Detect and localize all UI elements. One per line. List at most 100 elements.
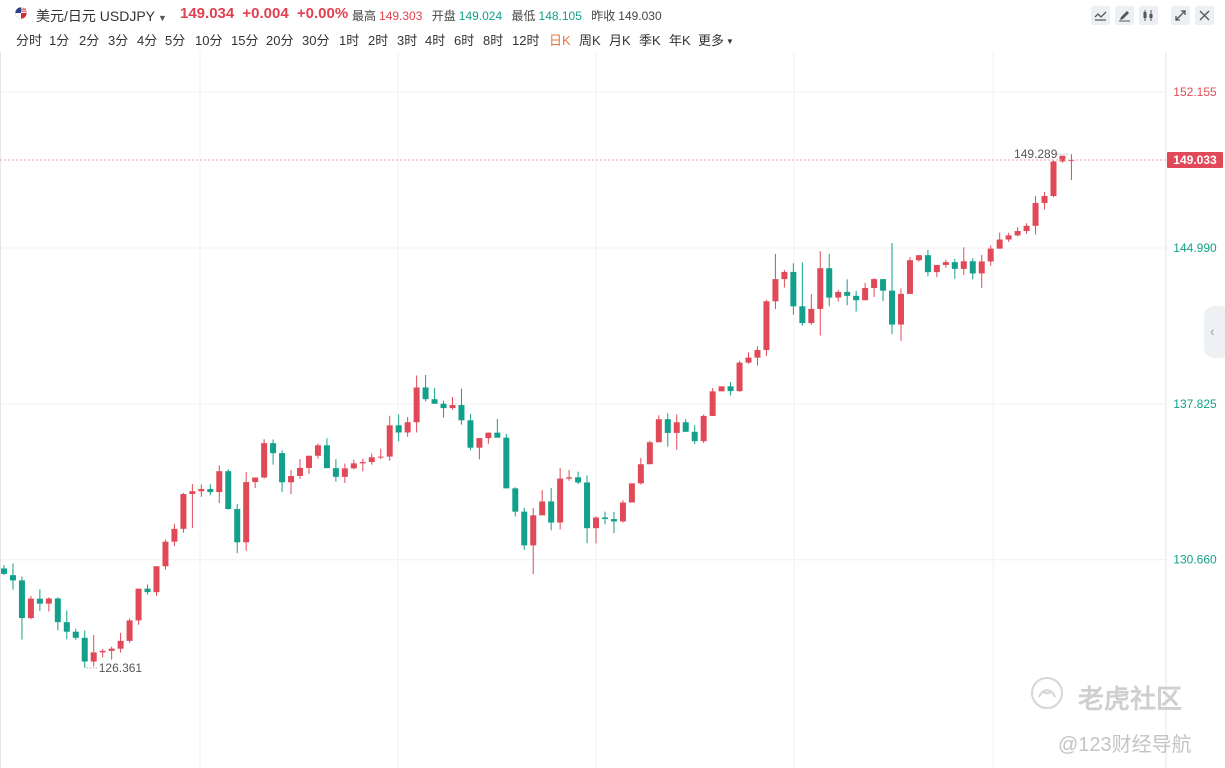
candle-body xyxy=(799,306,806,324)
candle-body xyxy=(386,425,393,457)
candle-body xyxy=(144,588,151,593)
tab-timeframe-4[interactable]: 4分 xyxy=(137,30,157,49)
low-label: 最低 xyxy=(511,9,536,23)
tab-timeframe-20[interactable]: 季K xyxy=(639,30,661,49)
tab-timeframe-2[interactable]: 2分 xyxy=(79,30,99,49)
candle-body xyxy=(817,268,824,309)
tab-timeframe-15[interactable]: 8时 xyxy=(483,30,503,49)
candle-body xyxy=(117,640,124,649)
candle-body xyxy=(431,399,438,404)
indicator-button[interactable] xyxy=(1091,6,1110,25)
candle-body xyxy=(790,271,797,307)
candle-body xyxy=(458,405,465,421)
quote-header: 美元/日元 USDJPY ▼ 149.034 +0.004 +0.00% 最高 14… xyxy=(0,0,1225,28)
candle-body xyxy=(987,248,994,262)
candle-body xyxy=(270,443,277,454)
symbol-selector[interactable]: 美元/日元 USDJPY ▼ xyxy=(36,6,167,26)
tab-timeframe-9[interactable]: 30分 xyxy=(302,30,329,49)
low-value: 148.105 xyxy=(538,9,582,23)
draw-button[interactable] xyxy=(1115,6,1134,25)
candle-body xyxy=(646,442,653,465)
candle-body xyxy=(180,494,187,529)
candlestick-chart[interactable]: 152.155 144.990 137.825 130.660 149.033 149.2… xyxy=(0,52,1225,768)
candle-body xyxy=(835,291,842,298)
tab-timeframe-8[interactable]: 20分 xyxy=(266,30,293,49)
candle-body xyxy=(99,650,106,653)
tab-label: 15分 xyxy=(231,33,259,48)
tab-label: 30分 xyxy=(302,33,330,48)
tab-label: 日K xyxy=(549,33,571,48)
tab-timeframe-5[interactable]: 5分 xyxy=(165,30,185,49)
tab-timeframe-14[interactable]: 6时 xyxy=(454,30,474,49)
tab-timeframe-7[interactable]: 15分 xyxy=(231,30,258,49)
last-price: 149.034 xyxy=(180,5,235,22)
us-japan-flag-icon xyxy=(15,7,27,19)
candle-body xyxy=(162,541,169,567)
fullscreen-button[interactable] xyxy=(1171,6,1190,25)
tab-timeframe-6[interactable]: 10分 xyxy=(195,30,222,49)
candle-type-icon xyxy=(1143,10,1153,21)
tab-label: 2分 xyxy=(79,33,100,48)
tab-label: 20分 xyxy=(266,33,294,48)
tab-timeframe-11[interactable]: 2时 xyxy=(368,30,388,49)
tab-timeframe-3[interactable]: 3分 xyxy=(108,30,128,49)
tab-timeframe-0[interactable]: 分时 xyxy=(16,30,42,49)
tab-timeframe-21[interactable]: 年K xyxy=(669,30,691,49)
candle-body xyxy=(539,501,546,516)
candle-body xyxy=(619,502,626,522)
candle-type-button[interactable] xyxy=(1139,6,1158,25)
y-axis-tick-label: 130.660 xyxy=(1173,553,1217,567)
candle-body xyxy=(45,598,52,604)
candle-body xyxy=(906,260,913,294)
candle-body xyxy=(207,489,214,493)
candle-body xyxy=(36,598,43,604)
candle-body xyxy=(700,415,707,442)
tab-label: 分时 xyxy=(16,33,43,48)
candle-body xyxy=(90,652,97,662)
candle-body xyxy=(279,453,286,483)
y-axis-tick-label: 152.155 xyxy=(1173,85,1217,99)
price-summary: 149.034 +0.004 +0.00% xyxy=(180,5,348,22)
tab-timeframe-22[interactable]: 更多 ▼ xyxy=(698,30,734,49)
candle-body xyxy=(548,501,555,523)
candle-body xyxy=(476,438,483,448)
close-button[interactable] xyxy=(1195,6,1214,25)
tab-timeframe-13[interactable]: 4时 xyxy=(425,30,445,49)
candle-body xyxy=(1041,196,1048,203)
candle-body xyxy=(27,598,34,619)
candle-body xyxy=(853,295,860,301)
tab-timeframe-17[interactable]: 日K xyxy=(549,30,571,49)
candle-body xyxy=(341,468,348,477)
candle-body xyxy=(108,648,115,651)
tab-timeframe-1[interactable]: 1分 xyxy=(49,30,69,49)
tab-timeframe-18[interactable]: 周K xyxy=(579,30,601,49)
candle-body xyxy=(234,509,241,543)
candle-body xyxy=(610,519,617,522)
candle-body xyxy=(153,566,160,593)
open-value: 149.024 xyxy=(458,9,503,23)
candle-body xyxy=(655,419,662,443)
tab-timeframe-16[interactable]: 12时 xyxy=(512,30,539,49)
candle-body xyxy=(252,477,259,483)
candle-body xyxy=(449,405,456,409)
candle-body xyxy=(951,262,958,269)
candle-body xyxy=(198,489,205,492)
ohlc-stats: 最高 149.303 开盘 149.024 最低 148.105 昨收 149.030 xyxy=(352,7,662,24)
candle-body xyxy=(494,432,501,438)
chevron-left-icon: ‹ xyxy=(1210,323,1215,339)
candle-body xyxy=(996,239,1003,249)
candle-body xyxy=(530,515,537,546)
candle-body xyxy=(772,279,779,302)
side-panel-toggle[interactable]: ‹ xyxy=(1204,306,1225,358)
tab-timeframe-12[interactable]: 3时 xyxy=(397,30,417,49)
candle-body xyxy=(664,419,671,433)
tab-timeframe-10[interactable]: 1时 xyxy=(339,30,359,49)
candle-body xyxy=(261,443,268,478)
tab-timeframe-19[interactable]: 月K xyxy=(609,30,631,49)
brand-watermark: 老虎社区 xyxy=(1078,684,1183,714)
candle-body xyxy=(485,432,492,439)
candle-body xyxy=(942,262,949,265)
chevron-down-icon: ▼ xyxy=(158,13,167,23)
candle-body xyxy=(584,482,591,529)
candle-body xyxy=(969,261,976,274)
